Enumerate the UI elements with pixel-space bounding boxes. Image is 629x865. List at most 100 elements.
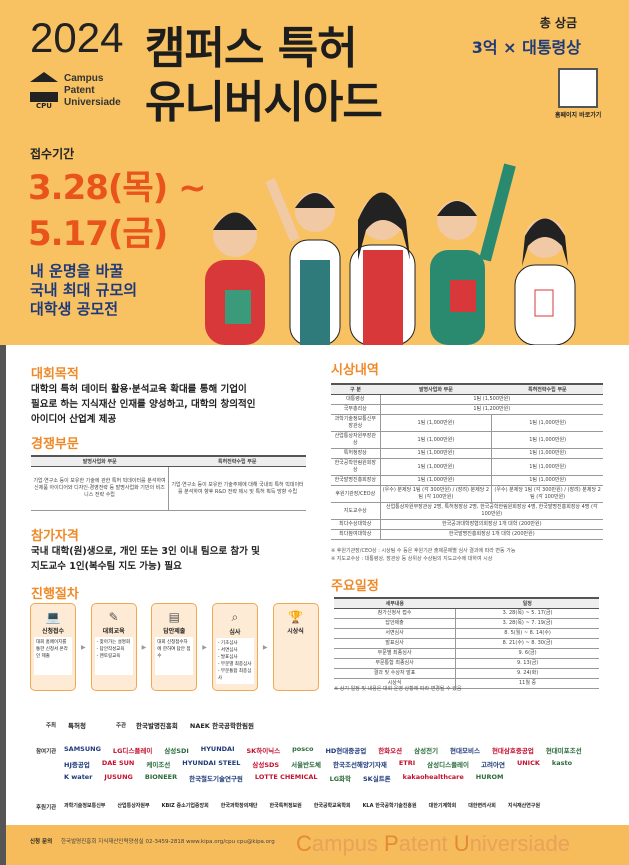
award-cell: 1팀 (1,000만원) <box>491 431 603 449</box>
arrow-icon: ▶ <box>202 643 207 651</box>
award-cell: (우수) 분제당 1팀 (각 300만원) / (장려) 분제당 2팀 (각 1… <box>491 485 603 503</box>
table-row: 산업통상자원부장관상 1팀 (1,000만원) 1팀 (1,000만원) <box>331 431 603 449</box>
process-step: ✎ 대회교육 - 찾아가는 설명회 - 답안작성교육 - 멘토링교육 <box>90 603 137 691</box>
pen-icon: ✎ <box>108 610 119 624</box>
content-section: 대회목적 대학의 특허 데이터 활용·분석교육 확대를 통해 기업이 필요로 하는… <box>0 345 629 825</box>
table-row: 부문별 최종심사 9. 6(금) <box>334 648 599 659</box>
table-row: 시상식 11월 중 <box>334 678 599 689</box>
schedule-item: 발표심사 <box>334 638 456 649</box>
award-name: 최다수상대학상 <box>331 519 381 530</box>
awards-notes: ※ 후원기관장/CEO상 : 시상팀 수 등은 후원기관 출제문제별 심사 결과… <box>331 548 516 562</box>
awards-title: 시상내역 <box>331 363 379 378</box>
award-cell: 1팀 (1,000만원) <box>379 448 492 459</box>
participant-logo: kakaohealthcare <box>402 773 464 781</box>
step-name: 대회교육 <box>102 628 125 635</box>
organizer-logo: 한국발명진흥회 <box>136 722 178 730</box>
award-name: 특허청장상 <box>331 448 381 459</box>
trophy-icon: 🏆 <box>288 610 303 624</box>
schedule-item: 시상식 <box>334 678 456 689</box>
participant-logo: SK실트론 <box>363 775 391 783</box>
title-line2: 유니버시아드 <box>145 77 383 128</box>
header-row: 세부내용 일정 <box>334 597 599 609</box>
organizer-logo: NAEK 한국공학한림원 <box>189 722 254 730</box>
award-name: 국무총리상 <box>331 404 381 415</box>
award-cell: 1팀 (1,000만원) <box>491 414 603 432</box>
participant-logo: kasto <box>551 759 573 767</box>
supporter-logo: 한국과학창의재단 <box>220 803 258 809</box>
process-steps: 💻 신청접수 대회 홈페이지를 통한 신청서 온라인 제출 ▶ ✎ 대회교육 - 찾아가는 … <box>30 603 319 691</box>
participant-logo: 현대삼호중공업 <box>491 747 534 755</box>
graduation-cap-icon <box>30 72 58 102</box>
schedule-date: 8. 5(월) ~ 8. 14(수) <box>455 628 599 639</box>
award-name: 과학기술정보통신부장관상 <box>331 414 381 432</box>
table-row: 서면심사 8. 5(월) ~ 8. 14(수) <box>334 628 599 639</box>
table-row: 발표심사 8. 21(수) ~ 8. 30(금) <box>334 638 599 649</box>
schedule-table: 세부내용 일정 참가신청서 접수 3. 28(목) ~ 5. 17(금) 답안제출 3. … <box>334 597 599 689</box>
step-desc: 대회 신청접수자에 한하여 답안 접수 <box>155 637 194 675</box>
table-row: 특허청장상 1팀 (1,000만원) 1팀 (1,000만원) <box>331 448 603 459</box>
student-figure <box>430 163 516 345</box>
participant-logo: 고려아연 <box>481 761 505 769</box>
schedule-date: 11월 중 <box>455 678 599 689</box>
process-step: ▤ 답안제출 대회 신청접수자에 한하여 답안 접수 <box>151 603 198 691</box>
wordmark: Campus Patent Universiade <box>296 831 570 856</box>
arrow-icon: ▶ <box>141 643 147 651</box>
participant-logo: 현대모비스 <box>450 747 480 755</box>
table-row: 후원기관장/CEO상 (우수) 분제당 1팀 (각 300만원) / (장려) 분… <box>331 485 603 503</box>
participant-logo: UNICK <box>516 759 540 767</box>
process-step: 🏆 시상식 <box>272 603 319 691</box>
schedule-item: 참가신청서 접수 <box>334 608 456 619</box>
process-title: 진행절차 <box>31 587 79 602</box>
prize-label: 총 상금 <box>539 16 577 30</box>
cpu-logo: CPU Campus Patent Universiade <box>30 72 121 110</box>
column-header: 특허전략수립 부문 <box>491 383 603 395</box>
award-cell: 산업통상자원부장관상 2명, 특허청장상 2명, 한국공학한림원회장상 4명, … <box>379 502 603 520</box>
award-cell: 1팀 (1,000만원) <box>379 414 492 432</box>
award-cell: (우수) 분제당 1팀 (각 300만원) / (장려) 분제당 2팀 (각 1… <box>379 485 492 503</box>
purpose-title: 대회목적 <box>31 367 79 382</box>
step-name: 시상식 <box>287 628 304 635</box>
award-name: 대통령상 <box>331 394 381 405</box>
table-row: 부문통합 최종심사 9. 13(금) <box>334 658 599 669</box>
participant-logo: 한화오션 <box>378 747 403 755</box>
award-cell: 1팀 (1,000만원) <box>379 475 492 486</box>
participant-logo: LOTTE CHEMICAL <box>254 773 318 781</box>
students-illustration <box>205 163 576 345</box>
supporter-logo: KLA 한국공학기술진흥원 <box>362 803 417 809</box>
qr-label: 홈페이지 바로가기 <box>555 112 602 119</box>
participant-logo: 한국조선해양기자재 <box>333 761 387 769</box>
participant-logo: SK하이닉스 <box>246 747 281 755</box>
participant-logo: JUSUNG <box>104 773 133 781</box>
schedule-item: 결과 및 수상자 발표 <box>334 668 456 679</box>
award-cell: 1팀 (1,000만원) <box>491 448 603 459</box>
participant-logo: 삼성전기 <box>414 747 439 755</box>
qr-code[interactable] <box>558 68 598 108</box>
table-row: 대통령상 1팀 (1,500만원) <box>331 394 603 405</box>
table-row: 한국공학한림원회장상 1팀 (1,000만원) 1팀 (1,000만원) <box>331 458 603 476</box>
schedule-item: 부문통합 최종심사 <box>334 658 456 669</box>
hero-section: 2024 캠퍼스 특허 유니버시아드 CPU Campus Patent Uni… <box>0 0 629 345</box>
supporter-logo: 한국공학교육학회 <box>313 803 351 809</box>
step-desc: - 기초심사 - 서면심사 - 발표심사 - 부문별 최종심사 - 부문통합 최… <box>215 638 254 684</box>
participant-logo: DAE SUN <box>101 759 135 767</box>
participant-logo: 삼성SDS <box>252 761 280 769</box>
participant-logo: K water <box>64 773 93 781</box>
participant-logos: SAMSUNG LG디스플레이 삼성SDI HYUNDAI SK하이닉스 posco HD현… <box>64 745 599 783</box>
award-cell: 1팀 (1,500만원) <box>379 394 603 405</box>
participant-logo: BIONEER <box>144 773 178 781</box>
schedule-item: 부문별 최종심사 <box>334 648 456 659</box>
participant-logo: HYUNDAI STEEL <box>182 759 241 767</box>
schedule-date: 9. 24(화) <box>455 668 599 679</box>
participant-logo: LG디스플레이 <box>112 747 153 755</box>
document-icon: ▤ <box>168 610 180 624</box>
contact-label: 신청 문의 <box>30 839 53 845</box>
award-name: 후원기관장/CEO상 <box>331 485 381 503</box>
process-step: 💻 신청접수 대회 홈페이지를 통한 신청서 온라인 제출 <box>30 603 76 691</box>
categories-title: 경쟁부문 <box>31 437 79 452</box>
step-name: 신청접수 <box>41 628 65 635</box>
participant-logo: LG화학 <box>329 775 351 783</box>
participant-logo: SAMSUNG <box>64 745 101 753</box>
student-figure <box>205 212 265 345</box>
schedule-date: 3. 28(목) ~ 7. 19(금) <box>455 618 599 629</box>
participant-logo: 삼성디스플레이 <box>427 761 470 769</box>
